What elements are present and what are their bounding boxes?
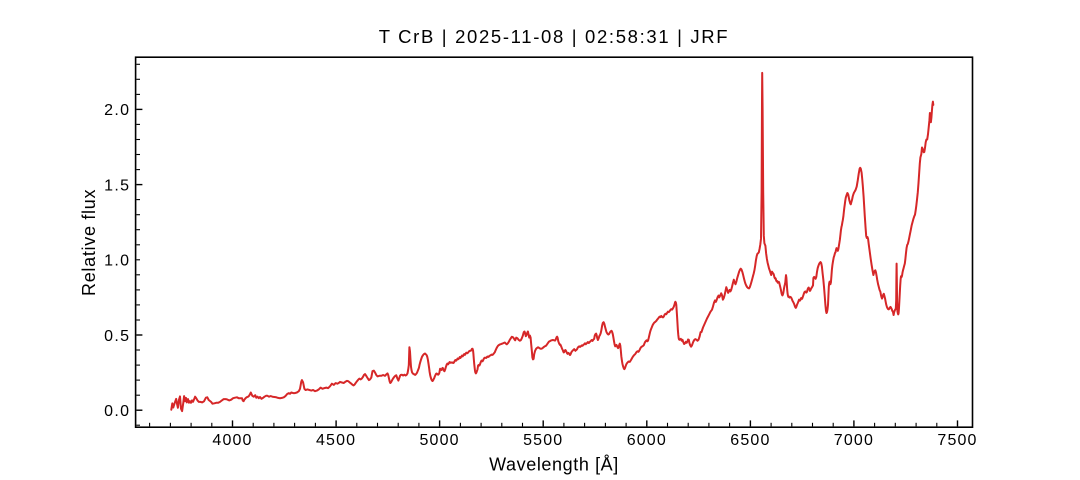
svg-text:1.0: 1.0 bbox=[104, 253, 130, 270]
svg-text:2.0: 2.0 bbox=[104, 102, 130, 119]
svg-text:1.5: 1.5 bbox=[104, 177, 130, 194]
svg-text:4500: 4500 bbox=[316, 432, 356, 449]
svg-text:5000: 5000 bbox=[419, 432, 459, 449]
svg-text:4000: 4000 bbox=[212, 432, 252, 449]
svg-text:6500: 6500 bbox=[730, 432, 770, 449]
svg-text:0.0: 0.0 bbox=[104, 403, 130, 420]
svg-text:T CrB | 2025-11-08 | 02:58:31: T CrB | 2025-11-08 | 02:58:31 | JRF bbox=[379, 26, 730, 47]
svg-text:Wavelength [Å]: Wavelength [Å] bbox=[489, 455, 619, 475]
svg-text:7000: 7000 bbox=[834, 432, 874, 449]
svg-text:0.5: 0.5 bbox=[104, 328, 130, 345]
svg-text:Relative flux: Relative flux bbox=[79, 189, 99, 296]
svg-text:7500: 7500 bbox=[937, 432, 977, 449]
svg-text:6000: 6000 bbox=[627, 432, 667, 449]
svg-text:5500: 5500 bbox=[523, 432, 563, 449]
